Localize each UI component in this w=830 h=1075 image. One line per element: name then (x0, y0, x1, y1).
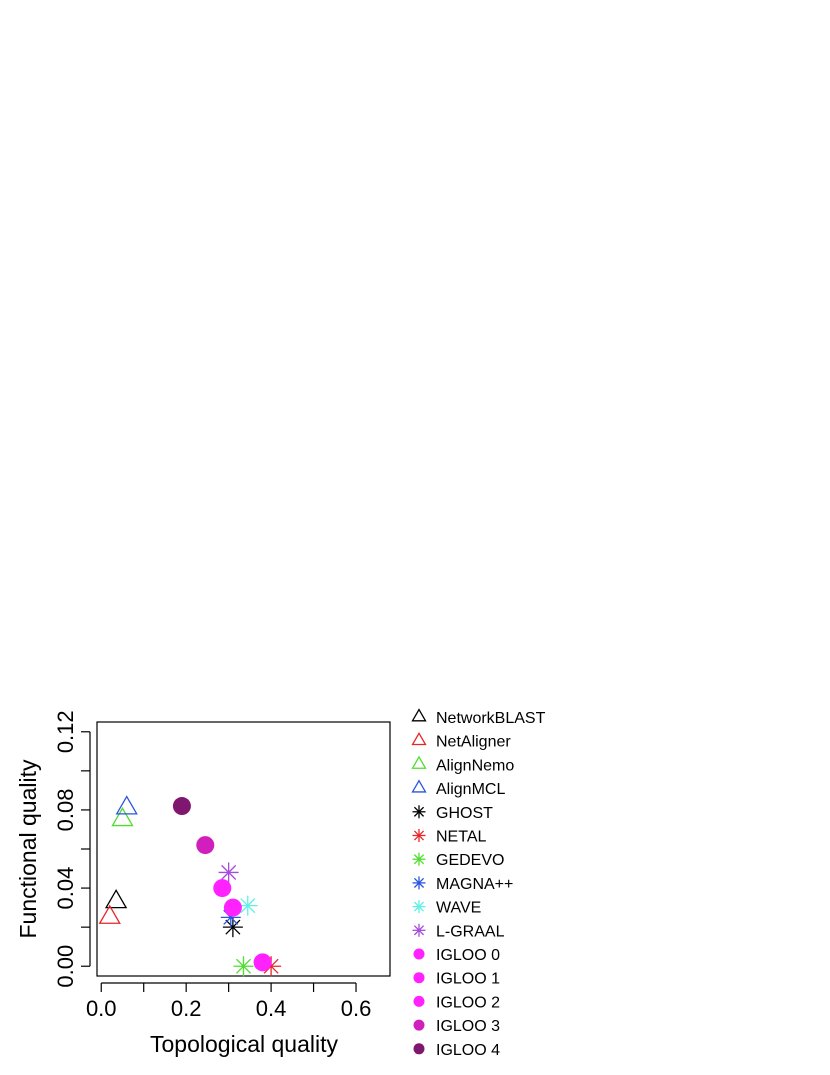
legend-label-igloo-0: IGLOO 0 (436, 947, 500, 964)
legend-marker-gedevo (412, 852, 426, 866)
x-tick-label: 0.6 (341, 996, 372, 1021)
point-netaligner (98, 904, 121, 924)
legend-label-ghost: GHOST (436, 805, 493, 822)
x-tick-label: 0.4 (256, 996, 287, 1021)
legend-label-alignmcl: AlignMCL (436, 781, 505, 798)
x-axis: 0.0 0.2 0.4 0.6 (86, 982, 372, 1021)
legend-label-igloo-1: IGLOO 1 (436, 971, 500, 988)
plot-frame (96, 721, 391, 977)
legend-marker-netaligner (411, 731, 427, 746)
legend-marker-igloo-3 (413, 1019, 425, 1031)
legend-label-magna-: MAGNA++ (436, 876, 513, 893)
legend-label-igloo-3: IGLOO 3 (436, 1018, 500, 1035)
point-igloo-3 (196, 836, 215, 855)
legend-label-netaligner: NetAligner (436, 734, 511, 751)
x-tick-label: 0.2 (171, 996, 202, 1021)
x-tick-label: 0.0 (86, 996, 117, 1021)
legend-label-l-graal: L-GRAAL (436, 923, 505, 940)
point-networkblast (104, 889, 128, 909)
y-tick-label: 0.12 (53, 710, 78, 753)
point-gedevo (233, 956, 254, 977)
point-alignmcl (115, 795, 138, 815)
legend-marker-igloo-4 (413, 1043, 425, 1055)
legend-label-alignnemo: AlignNemo (436, 757, 514, 774)
legend-label-igloo-4: IGLOO 4 (436, 1042, 500, 1059)
legend-label-gedevo: GEDEVO (436, 852, 504, 869)
x-axis-label: Topological quality (150, 1031, 338, 1057)
point-igloo-4 (172, 797, 191, 816)
legend-marker-wave (412, 900, 426, 914)
legend-marker-alignnemo (411, 755, 427, 769)
legend-label-wave: WAVE (436, 900, 481, 917)
point-igloo-2 (213, 879, 232, 898)
legend-marker-igloo-0 (413, 948, 425, 960)
legend-marker-igloo-1 (413, 972, 425, 984)
point-igloo-0 (253, 953, 272, 972)
y-tick-label: 0.00 (53, 945, 78, 988)
legend-marker-netal (412, 829, 426, 842)
point-l-graal (218, 862, 239, 883)
data-points (98, 795, 282, 977)
point-igloo-1 (223, 898, 242, 917)
legend-marker-igloo-2 (413, 995, 425, 1007)
legend-label-igloo-2: IGLOO 2 (436, 994, 500, 1011)
legend-label-netal: NETAL (436, 829, 486, 846)
point-alignnemo (111, 806, 134, 827)
legend-marker-ghost (412, 805, 426, 819)
legend-marker-l-graal (412, 923, 426, 937)
legend-label-networkblast: NetworkBLAST (436, 710, 546, 727)
legend-marker-alignmcl (411, 779, 427, 793)
y-tick-label: 0.04 (53, 867, 78, 910)
y-axis: 0.00 0.04 0.08 0.12 (53, 710, 91, 988)
point-ghost (222, 917, 243, 938)
y-axis-label: Functional quality (15, 759, 41, 938)
legend-marker-magna- (412, 876, 426, 890)
legend-marker-networkblast (411, 708, 427, 722)
legend: NetworkBLAST NetAligner AlignNemo AlignMCL G… (411, 708, 546, 1059)
y-tick-label: 0.08 (53, 789, 78, 832)
